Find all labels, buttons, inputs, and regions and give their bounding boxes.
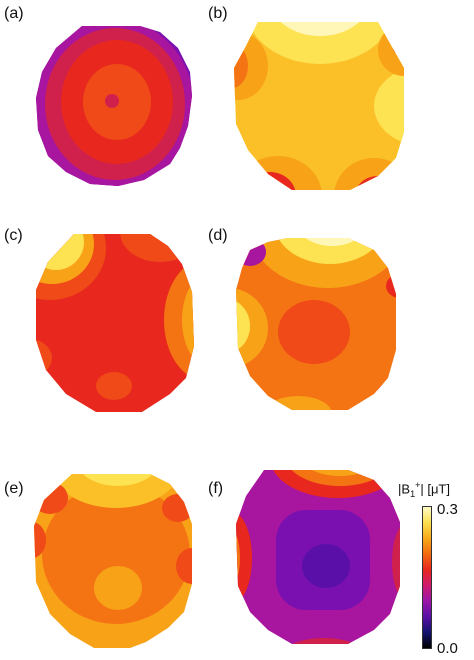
panel-label-e: (e) (4, 480, 24, 497)
panel-label-f: (f) (208, 480, 224, 497)
field-d-left-pale (228, 306, 236, 342)
field-e-left-red (34, 522, 46, 558)
field-d-top-yellow (274, 238, 386, 264)
field-d-left-amber (236, 288, 268, 368)
field-c-right-orange (164, 260, 194, 380)
field-d-top-amber (250, 238, 396, 288)
field-map-d (228, 238, 396, 410)
field-map-a (36, 26, 192, 186)
field-f-right-crimson (392, 524, 400, 600)
field-f-center-violet (302, 544, 350, 588)
field-map-c (36, 234, 194, 412)
field-f-left-red (236, 512, 252, 604)
field-e-tr-red (162, 494, 192, 522)
field-e-right-red (176, 548, 192, 584)
field-e-top-amber (50, 474, 182, 508)
colorbar-gradient (422, 506, 432, 649)
panel-label-b: (b) (208, 5, 228, 22)
panel-label-a: (a) (4, 5, 24, 22)
field-d-tl-purple (236, 238, 266, 266)
panel-label-d: (d) (208, 227, 228, 244)
field-b-right-yellow (374, 66, 404, 146)
colorbar-title: |B1+| [μT] (398, 480, 450, 499)
field-map-b (234, 22, 404, 190)
field-e-center-amber (94, 566, 142, 610)
field-a-spot (105, 94, 119, 108)
field-f-top-pale (308, 462, 376, 468)
colorbar-min-label: 0.0 (437, 640, 458, 657)
field-e-center-orange (42, 484, 190, 624)
panel-label-c: (c) (4, 227, 23, 244)
field-b-top-yellow (246, 22, 394, 64)
colorbar-max-label: 0.3 (437, 501, 458, 518)
field-e-tl-red (34, 482, 68, 514)
field-d-center-redorange (278, 300, 350, 364)
field-map-f (236, 462, 400, 644)
field-map-e (34, 462, 192, 648)
field-e-top-pale (94, 462, 146, 470)
field-c-bottom-spot (96, 372, 132, 400)
